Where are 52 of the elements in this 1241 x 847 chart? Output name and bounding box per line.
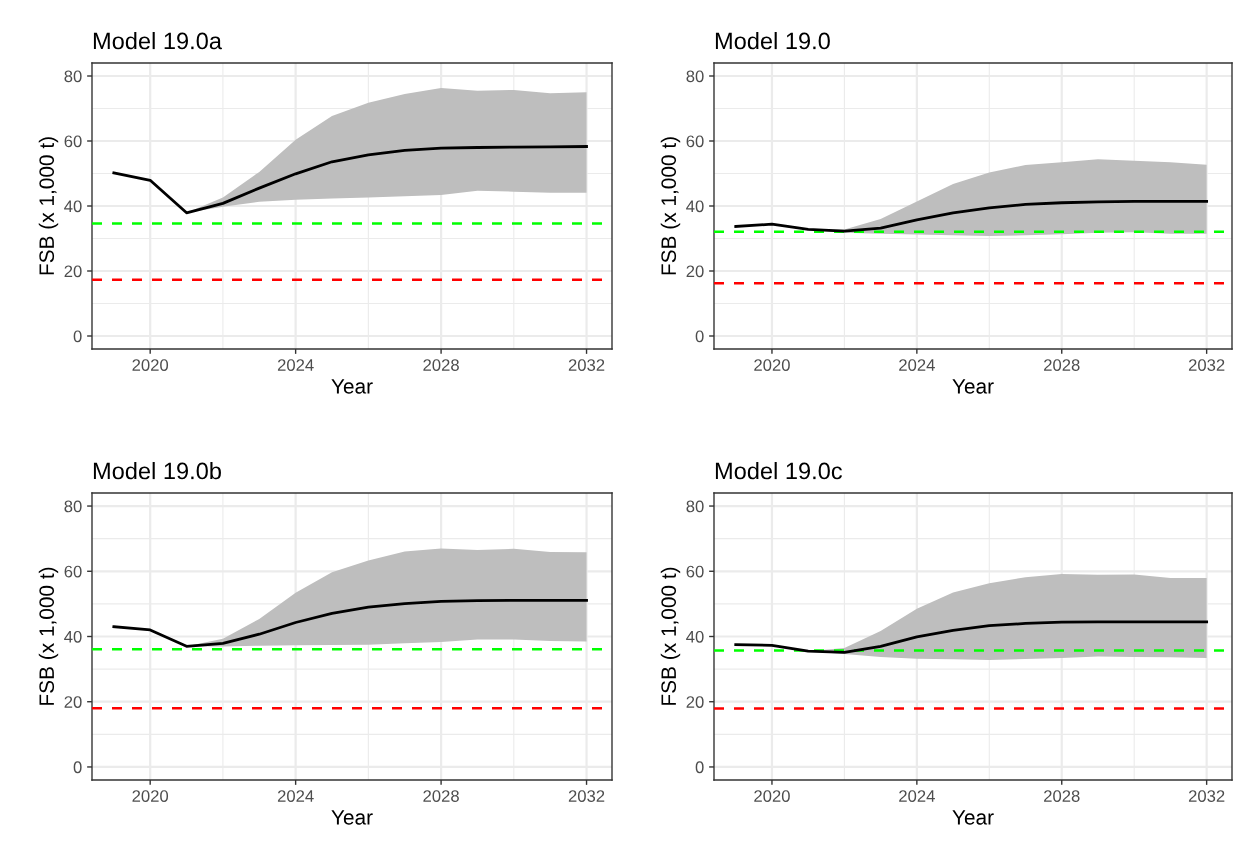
- y-tick-label: 60: [64, 135, 82, 148]
- line-series: [112, 598, 588, 648]
- y-tick-label: 60: [64, 565, 82, 578]
- y-tick-label: 0: [73, 330, 82, 343]
- x-axis-title: Year: [331, 810, 373, 825]
- y-tick-label: 80: [64, 500, 82, 513]
- y-tick-label: 80: [686, 70, 704, 83]
- y-tick-label: 0: [73, 761, 82, 774]
- y-tick-label: 20: [64, 696, 82, 708]
- x-tick-label: 2032: [1188, 790, 1225, 802]
- chart-title: Model 19.0a: [93, 32, 222, 50]
- x-tick-label: 2028: [423, 359, 459, 371]
- y-tick-label: 0: [695, 330, 704, 343]
- y-tick-label: 40: [686, 630, 704, 643]
- x-tick-label: 2024: [899, 359, 935, 371]
- y-tick-label: 20: [686, 265, 704, 278]
- x-tick-label: 2032: [568, 359, 605, 371]
- x-tick-label: 2032: [1188, 359, 1225, 371]
- x-tick-label: 2024: [899, 790, 935, 802]
- y-tick-label: 40: [64, 200, 82, 213]
- y-tick-label: 20: [64, 265, 82, 278]
- y-tick-label: 40: [64, 630, 82, 643]
- x-tick-label: 2028: [423, 790, 459, 802]
- y-tick-label: 0: [695, 761, 704, 774]
- y-axis-title: FSB (x 1,000 t): [660, 137, 681, 275]
- x-axis-title: Year: [952, 379, 994, 394]
- line-series: [112, 145, 588, 215]
- x-tick-label: 2024: [277, 790, 314, 802]
- x-tick-label: 2024: [277, 359, 314, 371]
- y-axis-title: FSB (x 1,000 t): [38, 137, 59, 275]
- y-tick-label: 80: [686, 500, 704, 513]
- x-axis-title: Year: [952, 810, 994, 825]
- x-tick-label: 2020: [754, 790, 790, 802]
- y-tick-label: 60: [686, 135, 704, 148]
- y-tick-label: 20: [686, 696, 704, 708]
- y-tick-label: 80: [64, 70, 82, 83]
- y-tick-label: 60: [686, 565, 704, 578]
- chart-title: Model 19.0b: [93, 462, 221, 480]
- x-tick-label: 2032: [568, 790, 605, 802]
- x-tick-label: 2028: [1044, 790, 1080, 802]
- y-tick-label: 40: [686, 200, 704, 213]
- x-tick-label: 2020: [132, 790, 169, 802]
- y-axis-title: FSB (x 1,000 t): [660, 567, 681, 705]
- chart-title: Model 19.0: [715, 32, 830, 50]
- chart-title: Model 19.0c: [715, 462, 842, 480]
- line-series: [734, 200, 1209, 233]
- x-tick-label: 2020: [754, 359, 790, 371]
- x-axis-title: Year: [331, 379, 373, 394]
- y-axis-title: FSB (x 1,000 t): [38, 567, 59, 705]
- x-tick-label: 2028: [1044, 359, 1080, 371]
- line-series: [734, 620, 1209, 654]
- x-tick-label: 2020: [132, 359, 169, 371]
